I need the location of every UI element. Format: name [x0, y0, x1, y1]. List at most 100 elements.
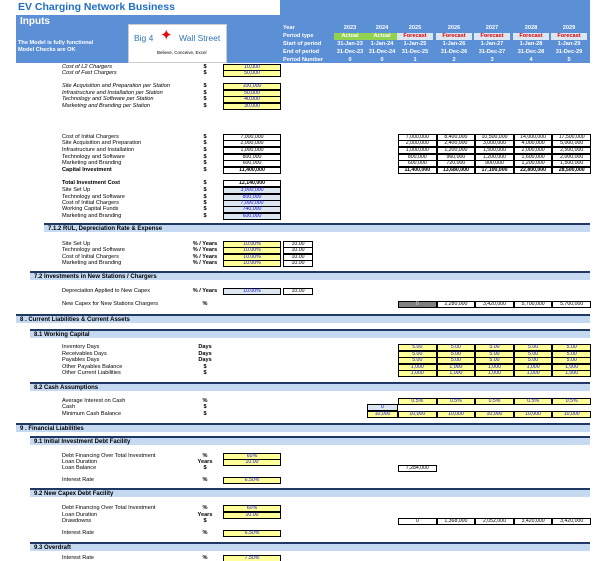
input-cell[interactable]: 600,000 [223, 212, 281, 221]
row-unit: $ [203, 96, 207, 102]
row-unit: $ [203, 187, 207, 193]
input-cell[interactable]: 6.50% [223, 529, 281, 538]
row-unit: Days [198, 351, 212, 357]
input-cell[interactable]: 50,000 [223, 69, 281, 78]
period-cell[interactable]: 3,420,000 [513, 517, 553, 526]
period-cell[interactable]: 7,284,000 [398, 464, 437, 473]
row-label: Interest Rate [62, 477, 95, 483]
period-cell[interactable]: 28,500,000 [552, 166, 591, 175]
period-cell[interactable]: 0 [398, 300, 437, 309]
period-cell[interactable]: 10,000 [552, 410, 591, 419]
logo-text-left: Big 4 [134, 33, 154, 43]
row-label: Marketing and Branding per Station [62, 103, 151, 109]
period-cell[interactable]: 10,000 [475, 410, 514, 419]
input-cell[interactable]: 10.00 [223, 458, 281, 467]
row-unit: % / Years [192, 241, 218, 247]
secondary-cell[interactable]: 10.00 [283, 287, 313, 296]
timeline-number: 2 [452, 57, 456, 63]
timeline-year: 2023 [343, 25, 357, 31]
input-cell[interactable]: 11,400,000 [223, 166, 281, 175]
period-cell[interactable]: 0.5% [475, 397, 514, 406]
row-unit: $ [203, 64, 207, 70]
row-label: Interest Rate [62, 555, 95, 561]
period-cell[interactable]: 1,368,000 [436, 517, 476, 526]
period-cell[interactable]: 10,000 [398, 410, 437, 419]
row-unit: % [202, 505, 208, 511]
row-label: Loan Balance [62, 465, 97, 471]
period-cell[interactable]: 17,100,000 [475, 166, 514, 175]
eagle-icon: ✦ [160, 27, 173, 44]
row-label: Cash [62, 404, 76, 410]
row-label: Inventory Days [62, 344, 100, 350]
timeline-label: End of period [283, 49, 320, 55]
sheet-title: Inputs [20, 16, 50, 27]
timeline-type: Actual [366, 33, 398, 40]
section-header: 7.2 Investments in New Stations / Charge… [30, 271, 590, 280]
timeline-number: 4 [529, 57, 533, 63]
row-label: Other Current Liabilities [62, 370, 121, 376]
period-cell[interactable]: 0.5% [513, 397, 553, 406]
period-cell[interactable]: 3,420,000 [475, 300, 514, 309]
input-cell[interactable]: 10.00 [223, 511, 281, 520]
period-cell[interactable]: 1,000 [513, 369, 553, 378]
row-unit: $ [203, 465, 207, 471]
status-checks: Model Checks are OK [18, 47, 76, 53]
timeline-type: Forecast [397, 33, 433, 40]
period-cell[interactable]: 10,000 [513, 410, 553, 419]
secondary-cell[interactable]: 10.00 [283, 259, 313, 268]
row-unit: $ [203, 90, 207, 96]
input-cell[interactable]: 6.50% [223, 476, 281, 485]
period-cell[interactable]: 5,700,000 [552, 300, 591, 309]
timeline-year: 2027 [485, 25, 499, 31]
period-cell[interactable]: 0.5% [436, 397, 476, 406]
period-cell[interactable]: 11,400,000 [398, 166, 437, 175]
row-unit: $ [203, 160, 207, 166]
period-cell[interactable]: 0.5% [398, 397, 437, 406]
row-unit: % / Years [192, 288, 218, 294]
section-header: 9.2 New Capex Debt Facility [30, 488, 590, 497]
row-unit: % [202, 453, 208, 459]
input-cell[interactable]: 7.50% [223, 554, 281, 561]
period-cell[interactable]: 1,000 [436, 369, 476, 378]
section-title: 9 . Financial Liabilities [20, 426, 84, 432]
period-cell[interactable]: 22,800,000 [513, 166, 553, 175]
row-label: Minimum Cash Balance [62, 411, 122, 417]
input-cell[interactable]: 10.00% [223, 287, 281, 296]
row-label: Depreciation Applied to New Capex [62, 288, 150, 294]
period-cell[interactable]: 3,420,000 [552, 517, 591, 526]
row-label: Cost of Fast Chargers [62, 70, 117, 76]
input-cell[interactable]: 30,000 [223, 102, 281, 111]
period-cell[interactable]: 5,700,000 [513, 300, 553, 309]
section-header: 7.1.2 RUL, Depreciation Rate & Expense [44, 223, 590, 232]
period-cell[interactable]: 1,000 [475, 369, 514, 378]
timeline-number: 1 [413, 57, 417, 63]
period-cell[interactable]: 10,000 [436, 410, 476, 419]
row-label: Payables Days [62, 357, 100, 363]
row-unit: $ [203, 364, 207, 370]
section-title: 8.1 Working Capital [34, 332, 90, 338]
status-functional: The Model is fully functional [18, 40, 94, 46]
period-cell[interactable]: 13,680,000 [436, 166, 476, 175]
section-header: 9 . Financial Liabilities [16, 423, 590, 432]
row-label: Drawdowns [62, 518, 92, 524]
row-label: Interest Rate [62, 530, 95, 536]
period-cell[interactable]: 2,052,000 [475, 517, 514, 526]
opening-cell[interactable]: 10,000 [367, 410, 398, 419]
row-unit: Years [197, 512, 213, 518]
row-label: Cost of Initial Chargers [62, 254, 119, 260]
period-cell[interactable]: 1,000 [552, 369, 591, 378]
row-label: Other Payables Balance [62, 364, 123, 370]
input-cell[interactable]: 10.00% [223, 259, 281, 268]
row-label: Site Set Up [62, 241, 91, 247]
row-unit: $ [203, 194, 207, 200]
section-header: 8.2 Cash Assumptions [30, 382, 590, 391]
period-cell[interactable]: 0 [398, 517, 437, 526]
period-cell[interactable]: 2,280,000 [436, 300, 476, 309]
row-label: Technology and Software per Station [62, 96, 154, 102]
period-cell[interactable]: 1,000 [398, 369, 437, 378]
period-cell[interactable]: 0.5% [552, 397, 591, 406]
row-unit: % [202, 555, 208, 561]
timeline-year: 2026 [447, 25, 461, 31]
timeline-header [280, 0, 590, 63]
